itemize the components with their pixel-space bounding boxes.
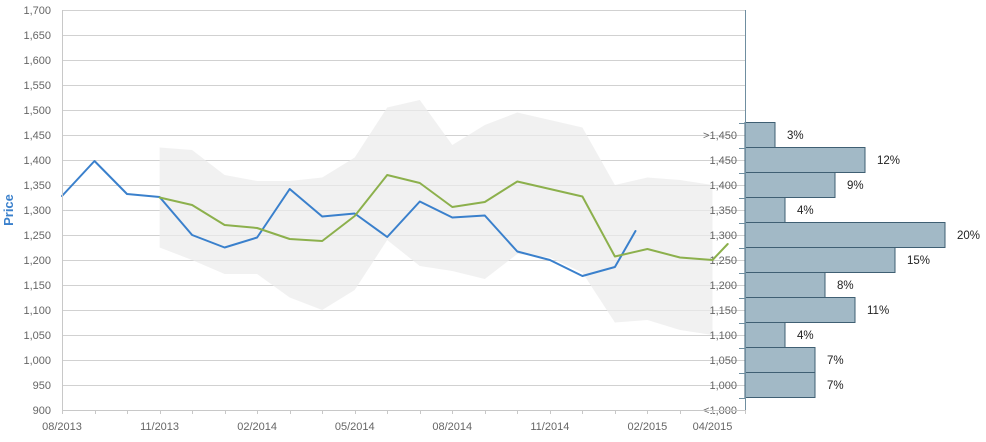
distribution-bar bbox=[744, 222, 946, 248]
distribution-percent-label: 8% bbox=[837, 280, 854, 292]
forecast-line bbox=[158, 174, 729, 261]
distribution-bin-label: 1,200 bbox=[709, 280, 737, 292]
y-tick-label: 1,650 bbox=[23, 30, 51, 42]
y-tick-label: 1,000 bbox=[23, 355, 51, 367]
x-tick-label: 11/2014 bbox=[530, 421, 569, 433]
y-tick-label: 900 bbox=[33, 405, 51, 417]
distribution-percent-label: 15% bbox=[907, 255, 930, 267]
distribution-percent-label: 7% bbox=[827, 355, 844, 367]
y-tick-label: 1,600 bbox=[23, 55, 51, 67]
distribution-bar bbox=[744, 147, 866, 173]
y-tick-label: 1,150 bbox=[23, 280, 51, 292]
y-axis-title: Price bbox=[1, 194, 16, 226]
distribution-bar bbox=[744, 372, 816, 398]
distribution-percent-label: 12% bbox=[877, 155, 900, 167]
distribution-percent-label: 4% bbox=[797, 330, 814, 342]
y-tick-label: 1,550 bbox=[23, 80, 51, 92]
distribution-bin-label: 1,450 bbox=[709, 155, 737, 167]
x-tick-label: 02/2014 bbox=[237, 421, 277, 433]
forecast-band bbox=[159, 100, 713, 335]
distribution-bin-label: 1,350 bbox=[709, 205, 737, 217]
distribution-percent-label: 11% bbox=[867, 305, 889, 317]
x-tick-label: 02/2015 bbox=[628, 421, 668, 433]
y-tick-label: 1,300 bbox=[23, 205, 51, 217]
distribution-percent-label: 4% bbox=[797, 205, 814, 217]
x-tick-label: 08/2014 bbox=[432, 421, 472, 433]
distribution-bar bbox=[744, 322, 786, 348]
distribution-bin-label: 1,100 bbox=[709, 330, 737, 342]
distribution-bin-label: 1,000 bbox=[709, 380, 737, 392]
distribution-percent-label: 3% bbox=[787, 130, 804, 142]
distribution-bar bbox=[744, 247, 896, 273]
y-tick-label: 1,250 bbox=[23, 230, 51, 242]
x-tick-label: 11/2013 bbox=[140, 421, 179, 433]
distribution-bin-label: 1,250 bbox=[709, 255, 737, 267]
x-tick-label: 08/2013 bbox=[42, 421, 82, 433]
distribution-bin-label: 1,050 bbox=[709, 355, 737, 367]
distribution-bar bbox=[744, 297, 856, 323]
y-tick-label: 1,500 bbox=[23, 105, 51, 117]
y-tick-label: 1,050 bbox=[23, 330, 51, 342]
distribution-bin-label: 1,150 bbox=[709, 305, 737, 317]
y-tick-label: 1,400 bbox=[23, 155, 51, 167]
distribution-bar bbox=[744, 172, 836, 198]
x-tick-label: 04/2015 bbox=[693, 421, 733, 433]
y-tick-label: 950 bbox=[33, 380, 51, 392]
distribution-percent-label: 7% bbox=[827, 380, 844, 392]
distribution-bar bbox=[744, 347, 816, 373]
distribution-bin-label: >1,450 bbox=[703, 130, 737, 142]
distribution-bin-label: 1,400 bbox=[709, 180, 737, 192]
distribution-bar bbox=[744, 272, 826, 298]
distribution-percent-label: 20% bbox=[957, 230, 980, 242]
y-tick-label: 1,700 bbox=[23, 5, 51, 17]
distribution-bar bbox=[744, 197, 786, 223]
x-tick-label: 05/2014 bbox=[335, 421, 375, 433]
y-tick-label: 1,350 bbox=[23, 180, 51, 192]
distribution-percent-label: 9% bbox=[847, 180, 864, 192]
y-tick-label: 1,100 bbox=[23, 305, 51, 317]
y-tick-label: 1,450 bbox=[23, 130, 51, 142]
distribution-bar bbox=[744, 122, 776, 148]
y-tick-label: 1,200 bbox=[23, 255, 51, 267]
distribution-bin-label: 1,300 bbox=[709, 230, 737, 242]
